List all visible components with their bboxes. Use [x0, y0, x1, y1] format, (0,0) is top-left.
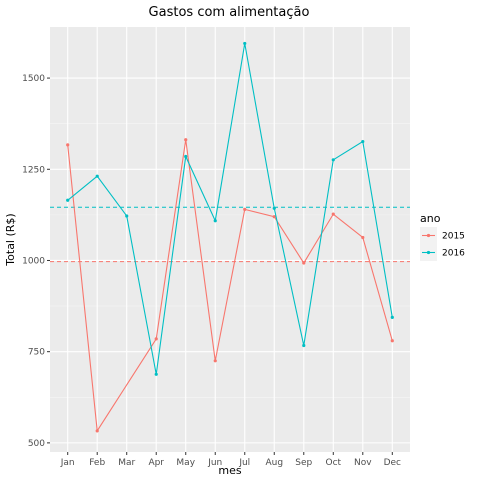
series-line-2016 — [67, 43, 393, 375]
data-point-2015-Dec — [390, 339, 394, 343]
x-tick-label: Jun — [207, 458, 222, 468]
series-layer — [66, 41, 394, 433]
legend-label-2015: 2015 — [442, 232, 465, 242]
x-tick-label: Nov — [354, 458, 372, 468]
x-tick-label: Jul — [238, 458, 250, 468]
y-axis: 500 750 1000 1250 1500 — [22, 74, 50, 449]
data-point-2015-Oct — [331, 212, 335, 216]
x-tick-label: Sep — [295, 458, 312, 468]
x-tick-label: Oct — [325, 458, 341, 468]
data-point-2016-Jul — [243, 41, 247, 46]
legend-key-point-2015 — [426, 233, 431, 238]
x-tick-label: Dec — [384, 458, 401, 468]
data-point-2016-Apr — [154, 372, 158, 376]
legend: ano 2015 2016 — [420, 212, 465, 261]
data-point-2016-Jun — [213, 219, 217, 223]
chart-title: Gastos com alimentação — [149, 5, 310, 20]
grid-minor — [50, 123, 410, 398]
x-tick-label: Apr — [148, 458, 164, 468]
data-point-2016-Feb — [95, 174, 99, 178]
x-tick-label: May — [176, 458, 195, 468]
legend-key-point-2016 — [426, 250, 431, 255]
x-tick-label: Feb — [89, 458, 105, 468]
y-tick-label: 1250 — [22, 165, 45, 175]
x-axis: Jan Feb Mar Apr May Jun Jul Aug Sep Oct Nov Dec — [60, 452, 401, 468]
data-point-2016-Jan — [66, 198, 70, 202]
data-point-2015-Sep — [302, 261, 306, 265]
data-point-2015-Apr — [154, 337, 158, 341]
data-point-2016-Sep — [302, 343, 306, 348]
data-point-2015-Nov — [361, 235, 365, 240]
data-point-2015-Aug — [272, 215, 276, 219]
data-point-2015-Jul — [243, 207, 247, 212]
x-tick-label: Jan — [60, 458, 75, 468]
y-tick-label: 1000 — [22, 256, 45, 266]
data-point-2016-Oct — [331, 158, 335, 162]
data-point-2015-Feb — [95, 429, 99, 433]
data-point-2016-Nov — [361, 139, 365, 144]
x-tick-label: Aug — [265, 458, 283, 468]
plot-panel — [50, 27, 410, 452]
data-point-2015-Jun — [213, 359, 217, 363]
mean-lines — [50, 206, 410, 263]
y-tick-label: 500 — [28, 439, 45, 449]
legend-title: ano — [420, 212, 441, 225]
data-point-2016-Aug — [272, 206, 276, 210]
x-tick-label: Mar — [118, 458, 135, 468]
legend-label-2016: 2016 — [442, 249, 465, 259]
y-axis-title: Total (R$) — [4, 213, 17, 266]
y-tick-label: 1500 — [22, 74, 45, 84]
grid-major — [50, 27, 410, 452]
data-point-2016-May — [184, 154, 188, 159]
data-point-2015-May — [184, 138, 188, 142]
data-point-2016-Mar — [125, 214, 129, 218]
y-tick-label: 750 — [28, 348, 45, 358]
data-point-2016-Dec — [390, 315, 394, 319]
x-axis-title: mes — [218, 464, 241, 477]
data-point-2015-Jan — [66, 143, 70, 147]
